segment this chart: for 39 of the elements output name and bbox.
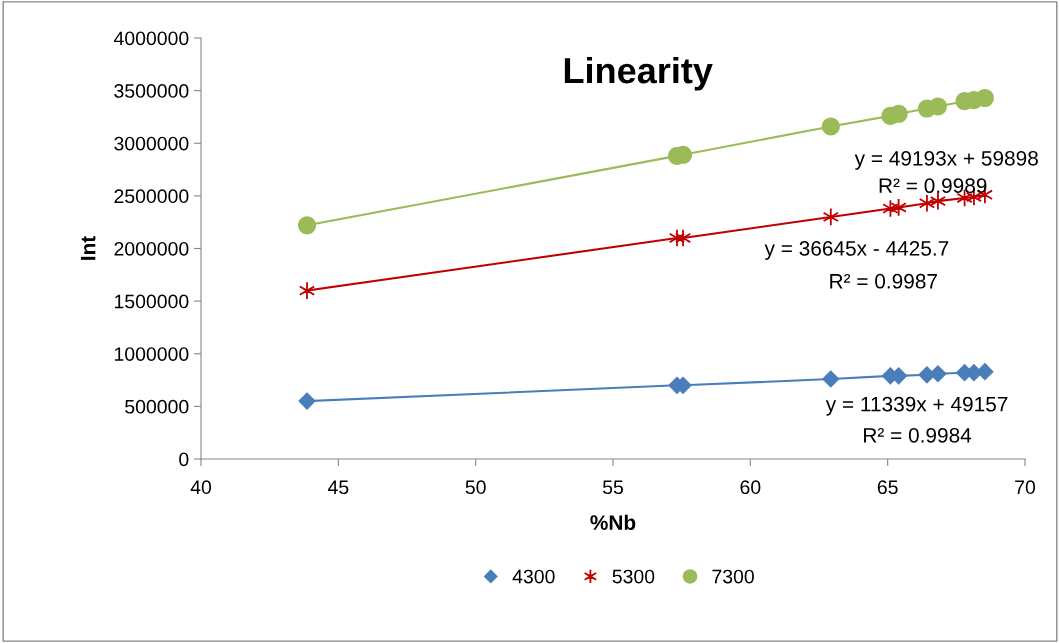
x-tick-label: 50 bbox=[465, 480, 486, 495]
y-tick-label: 1000000 bbox=[114, 347, 189, 361]
legend-label: 4300 bbox=[512, 569, 555, 584]
x-tick-label: 45 bbox=[327, 480, 349, 495]
y-tick-label: 1500000 bbox=[114, 294, 189, 309]
point bbox=[298, 392, 316, 410]
point bbox=[821, 370, 840, 388]
x-axis-title: %Nb bbox=[590, 514, 636, 530]
x-tick-label: 60 bbox=[740, 480, 761, 495]
annotation: y = 36645x - 4425.7 bbox=[764, 241, 949, 260]
legend-label: 5300 bbox=[612, 569, 655, 584]
y-tick-label: 3500000 bbox=[114, 84, 189, 98]
y-tick-label: 4000000 bbox=[113, 31, 189, 46]
point bbox=[822, 207, 839, 227]
annotation: y = 11339x + 49157 bbox=[825, 396, 1008, 416]
x-tick-label: 55 bbox=[602, 480, 623, 495]
y-tick-label: 2000000 bbox=[114, 241, 189, 256]
annotation: R² = 0.9984 bbox=[864, 427, 972, 443]
point bbox=[975, 88, 994, 108]
y-tick-label: 500000 bbox=[125, 399, 189, 414]
x-tick-label: 40 bbox=[190, 480, 212, 495]
point bbox=[297, 216, 317, 235]
annotation: R² = 0.9989 bbox=[879, 178, 987, 194]
annotation: R² = 0.9987 bbox=[830, 273, 937, 289]
y-tick-label: 0 bbox=[179, 452, 189, 467]
point bbox=[298, 281, 316, 300]
point bbox=[918, 194, 936, 213]
y-tick-label: 2500000 bbox=[114, 189, 189, 204]
point bbox=[674, 228, 692, 248]
x-tick-label: 65 bbox=[877, 480, 898, 495]
chart-title: Linearity bbox=[564, 56, 713, 91]
y-axis-title: Int bbox=[80, 236, 96, 260]
point bbox=[929, 191, 947, 211]
point bbox=[890, 198, 907, 217]
point bbox=[821, 117, 840, 136]
x-tick-label: 70 bbox=[1015, 480, 1036, 495]
legend-label: 7300 bbox=[712, 569, 754, 584]
annotation: y = 49193x + 59898 bbox=[854, 150, 1038, 170]
y-tick-label: 3000000 bbox=[114, 136, 189, 151]
